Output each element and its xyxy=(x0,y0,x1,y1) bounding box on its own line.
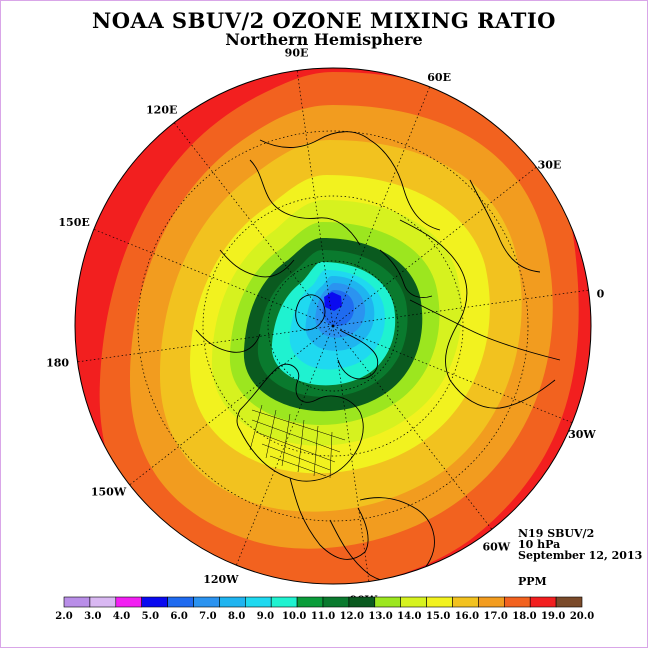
longitude-label: 180 xyxy=(46,356,69,369)
meridian-line xyxy=(296,70,334,327)
state-boundaries xyxy=(249,404,346,479)
colorbar-tick-label: 17.0 xyxy=(483,611,507,622)
longitude-label: 120W xyxy=(203,573,239,586)
meridian-line xyxy=(77,325,334,363)
colorbar-swatch xyxy=(219,596,246,608)
colorbar-swatch xyxy=(426,596,453,608)
colorbar-tick-label: 3.0 xyxy=(84,611,101,622)
longitude-label: 150W xyxy=(91,485,127,498)
colorbar-ticks: 2.0 3.0 4.0 5.0 6.0 7.0 8.0 9.0 10.0 11.0 12.0 13.0… xyxy=(55,611,594,622)
colorbar-tick-label: 2.0 xyxy=(55,611,72,622)
colorbar-swatch xyxy=(478,596,505,608)
colorbar-swatch xyxy=(296,596,324,608)
colorbar-swatch xyxy=(245,596,272,608)
colorbar-swatch xyxy=(193,596,220,608)
page-subtitle: Northern Hemisphere xyxy=(225,30,423,49)
colorbar-swatch xyxy=(167,596,194,608)
meridian-line xyxy=(332,325,573,423)
colorbar-swatch xyxy=(322,596,350,608)
meridian-line xyxy=(173,122,334,327)
colorbar-swatch xyxy=(555,596,583,608)
colorbar-tick-label: 14.0 xyxy=(397,611,421,622)
colorbar-tick-label: 5.0 xyxy=(142,611,159,622)
graticule xyxy=(77,70,589,582)
coastlines xyxy=(195,131,561,583)
longitude-label: 60E xyxy=(427,71,451,84)
meridian-line xyxy=(332,325,370,582)
colorbar-swatch xyxy=(374,596,401,608)
colorbar-tick-label: 18.0 xyxy=(512,611,536,622)
meridian-line xyxy=(332,166,537,327)
pressure-level-label: 10 hPa xyxy=(518,538,561,551)
contour-core xyxy=(324,292,342,311)
colorbar-tick-label: 6.0 xyxy=(170,611,187,622)
colorbar-tick-label: 16.0 xyxy=(455,611,479,622)
meridian-line xyxy=(129,325,334,486)
colorbar-tick-label: 4.0 xyxy=(113,611,130,622)
colorbar-tick-label: 12.0 xyxy=(340,611,364,622)
colorbar-swatch xyxy=(400,596,427,608)
meridian-line xyxy=(332,289,589,327)
meridian-line xyxy=(332,325,493,530)
colorbar-tick-label: 19.0 xyxy=(541,611,565,622)
colorbar-swatches xyxy=(63,596,583,608)
colorbar-swatch xyxy=(348,596,376,608)
meridian-line xyxy=(332,86,430,327)
colorbar-swatch xyxy=(141,596,168,608)
longitude-label: 150E xyxy=(58,216,89,229)
hemisphere-boundary xyxy=(74,67,592,585)
colorbar-tick-label: 10.0 xyxy=(282,611,306,622)
meridian-line xyxy=(236,325,334,566)
colorbar-tick-label: 9.0 xyxy=(257,611,274,622)
colorbar-tick-label: 7.0 xyxy=(199,611,216,622)
colorbar-tick-label: 13.0 xyxy=(368,611,392,622)
satellite-label: N19 SBUV/2 xyxy=(518,527,595,540)
date-label: September 12, 2013 xyxy=(518,549,643,562)
colorbar-swatch xyxy=(270,596,298,608)
colorbar-tick-label: 8.0 xyxy=(228,611,245,622)
colorbar-tick-label: 11.0 xyxy=(311,611,335,622)
longitude-label: 30W xyxy=(568,428,596,441)
colorbar-tick-label: 15.0 xyxy=(426,611,450,622)
colorbar-swatch xyxy=(529,596,557,608)
colorbar-swatch xyxy=(115,596,143,608)
meridian-line xyxy=(93,229,334,327)
colorbar-swatch xyxy=(63,596,91,608)
page-title: NOAA SBUV/2 OZONE MIXING RATIO xyxy=(92,8,556,33)
colorbar-swatch xyxy=(89,596,117,608)
longitude-label: 120E xyxy=(146,104,177,117)
colorbar-swatch xyxy=(503,596,531,608)
longitude-label: 30E xyxy=(538,159,562,172)
units-label: PPM xyxy=(518,575,547,588)
colorbar-tick-label: 20.0 xyxy=(570,611,594,622)
longitude-label: 60W xyxy=(482,540,510,553)
colorbar-swatch xyxy=(452,596,479,608)
longitude-label: 0 xyxy=(597,288,605,301)
longitude-label: 90E xyxy=(285,47,309,60)
